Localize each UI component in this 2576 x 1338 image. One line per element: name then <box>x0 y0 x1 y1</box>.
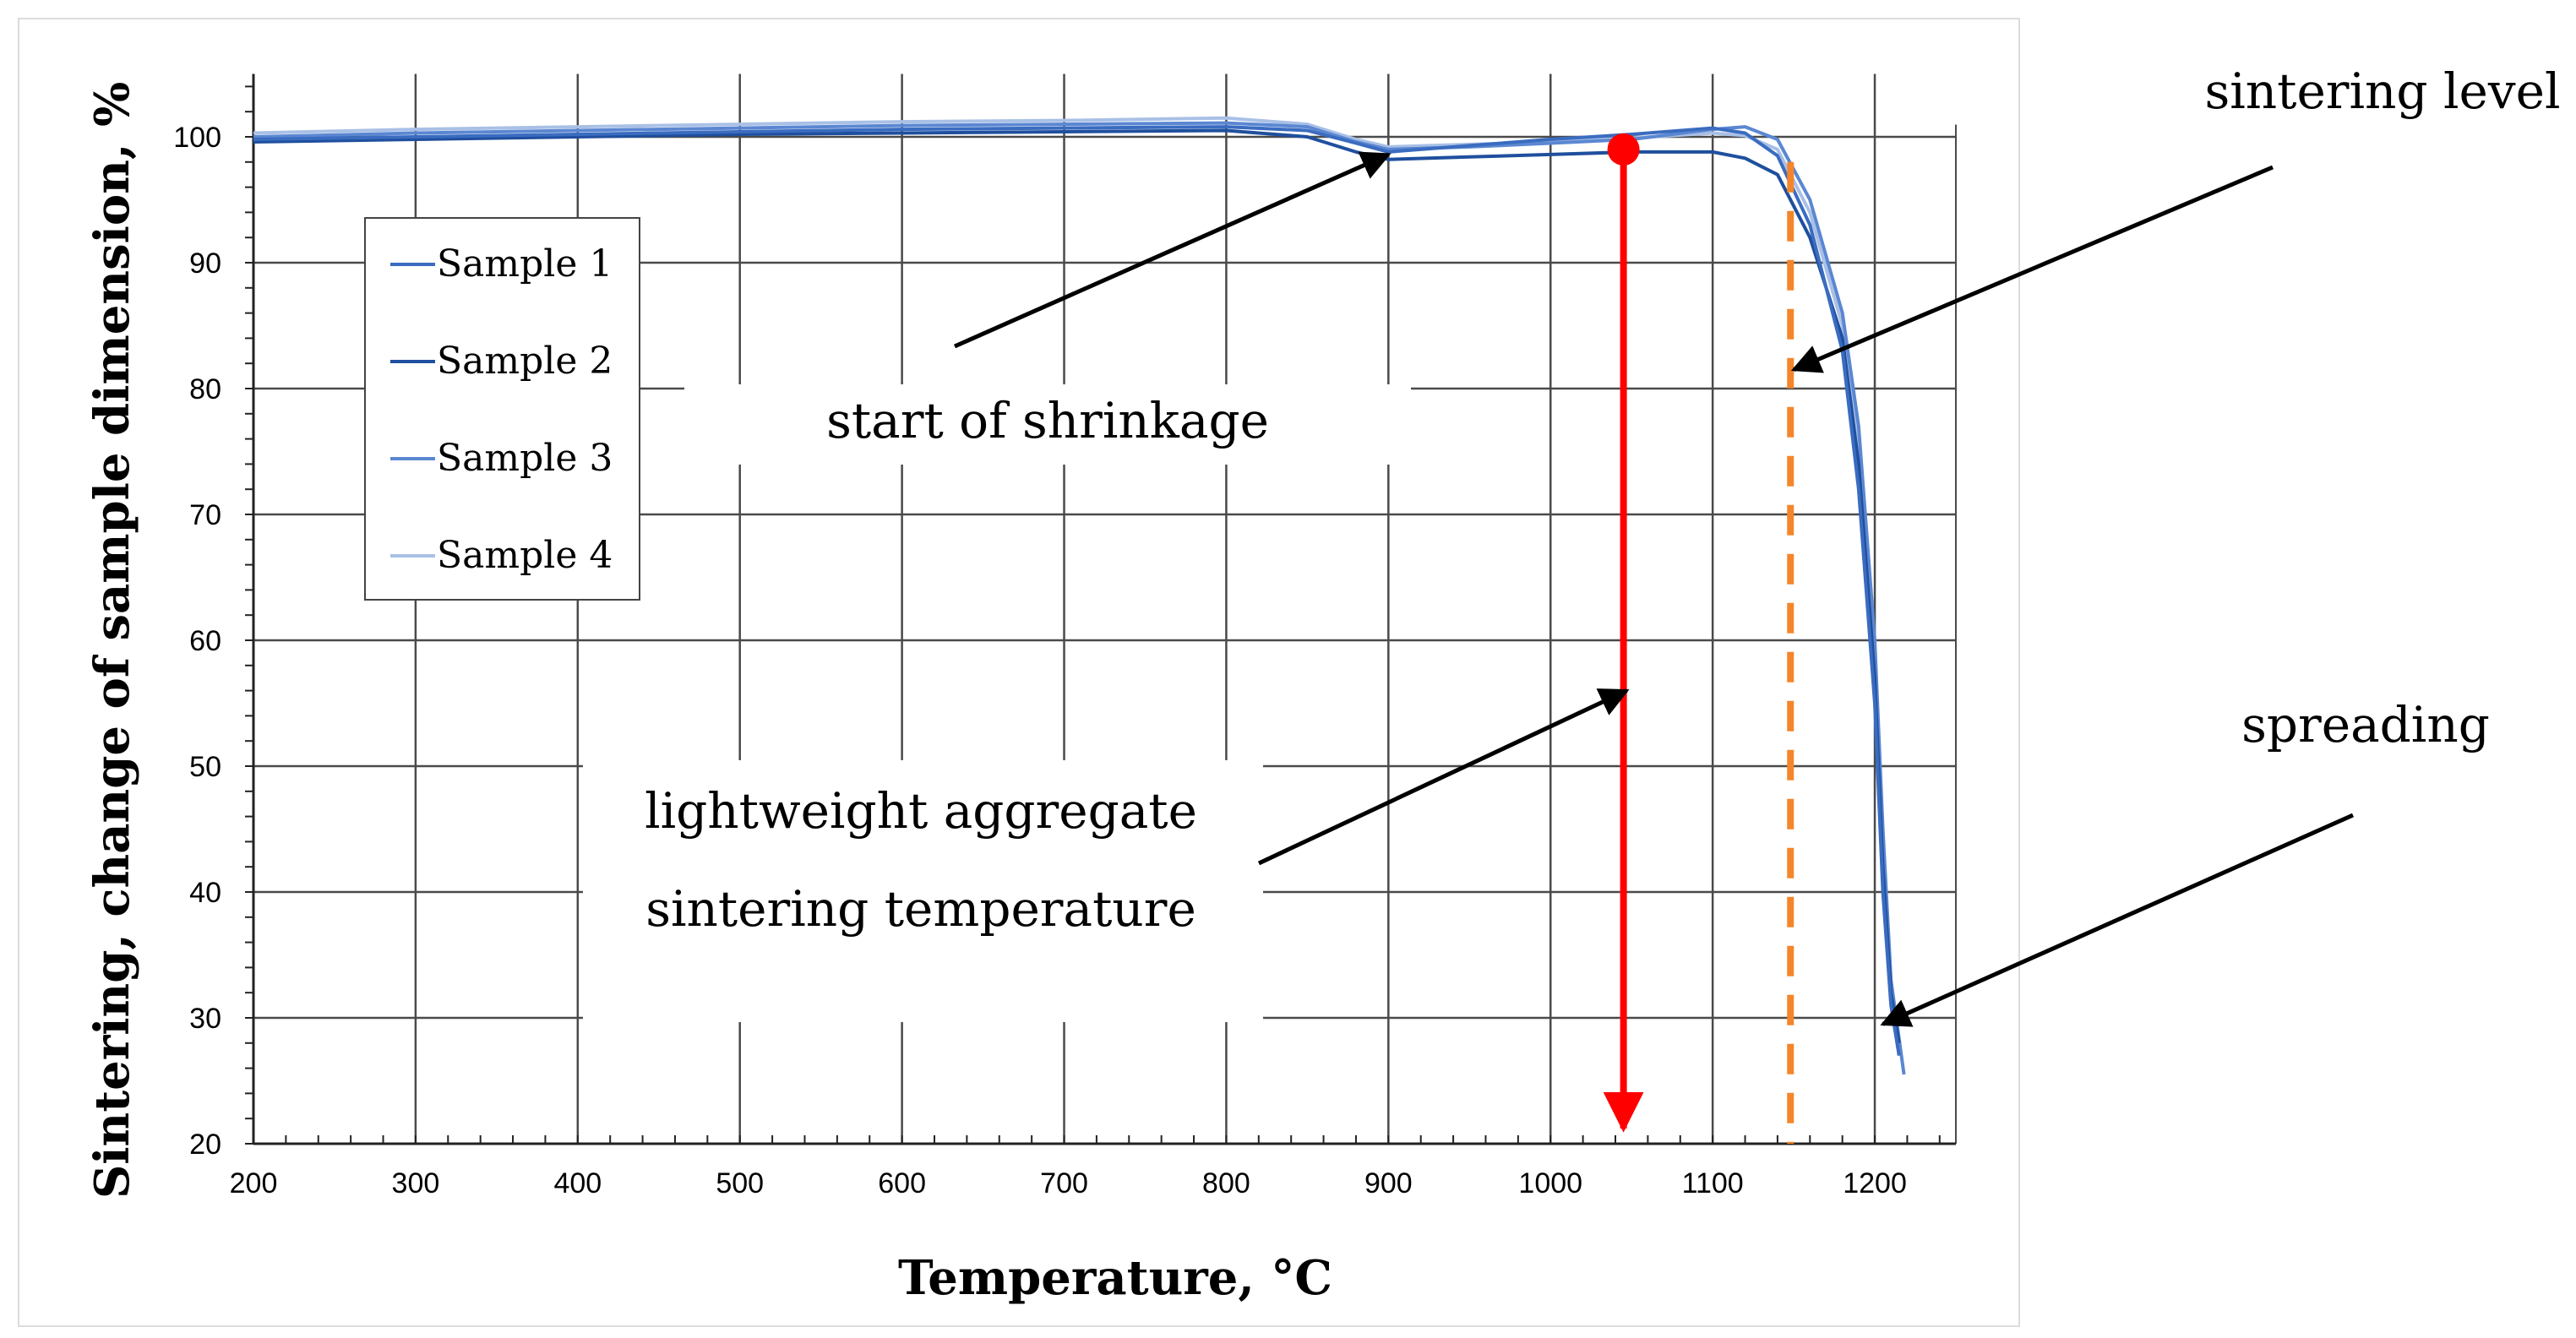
annotation-shrinkage-arrow <box>953 151 1391 349</box>
legend: Sample 1 Sample 2 Sample 3 Sample 4 <box>364 217 640 601</box>
series-line-sample-3 <box>253 121 1906 1075</box>
x-tick-label: 900 <box>1364 1167 1413 1199</box>
x-tick-label: 600 <box>878 1167 926 1199</box>
x-tick-label: 700 <box>1040 1167 1088 1199</box>
x-tick-label: 1100 <box>1682 1167 1744 1199</box>
x-tick-label: 1000 <box>1518 1167 1582 1199</box>
y-tick-label: 60 <box>189 625 221 657</box>
series-line-sample-2 <box>253 128 1901 1044</box>
y-tick-label: 80 <box>189 373 221 405</box>
y-tick-label: 90 <box>189 247 221 280</box>
x-tick-label: 400 <box>553 1167 602 1199</box>
sintering-temperature-dot <box>1607 133 1640 166</box>
y-tick-label: 100 <box>173 122 221 154</box>
y-tick-label: 70 <box>189 499 221 531</box>
annotation-backing-lightweight <box>583 760 1263 1022</box>
legend-label: Sample 4 <box>437 534 613 577</box>
legend-label: Sample 1 <box>437 242 613 286</box>
series-line-sample-1 <box>253 125 1901 1057</box>
x-tick-label: 1200 <box>1843 1167 1907 1199</box>
y-tick-label: 40 <box>189 877 221 909</box>
x-axis-title: Temperature, °C <box>898 1250 1332 1306</box>
legend-label: Sample 2 <box>437 340 613 383</box>
annotation-spreading-text: spreading <box>2241 696 2490 753</box>
y-tick-label: 30 <box>189 1003 221 1035</box>
x-tick-label: 300 <box>392 1167 440 1199</box>
markers-layer <box>1603 133 1794 1144</box>
x-tick-label: 500 <box>716 1167 764 1199</box>
annotation-shrinkage-text: start of shrinkage <box>826 392 1269 449</box>
y-axis-title: Sintering, change of sample dimension, % <box>84 82 140 1199</box>
annotation-spreading-arrow <box>1880 813 2355 1027</box>
legend-label: Sample 3 <box>437 437 613 480</box>
annotation-sintering-level-arrow <box>1790 165 2274 373</box>
x-tick-label: 200 <box>230 1167 278 1199</box>
annotation-lightweight-text: lightweight aggregate <box>645 782 1197 840</box>
figure-frame <box>18 18 2020 1327</box>
annotations-layer: start of shrinkage sintering level spreadi… <box>583 63 2561 1027</box>
annotation-lightweight-text: sintering temperature <box>645 880 1196 938</box>
axes: 200 300 400 500 600 700 800 900 1000 1100 1200 20 30… <box>173 73 1956 1199</box>
annotation-lightweight-arrow <box>1257 688 1630 866</box>
y-tick-label: 20 <box>189 1129 221 1161</box>
x-tick-label: 800 <box>1202 1167 1250 1199</box>
series-layer <box>253 116 1906 1075</box>
annotation-sintering-level-text: sintering level <box>2204 63 2560 120</box>
y-tick-label: 50 <box>189 751 221 783</box>
annotation-backing-shrinkage <box>684 384 1411 465</box>
legend-box <box>364 217 640 601</box>
